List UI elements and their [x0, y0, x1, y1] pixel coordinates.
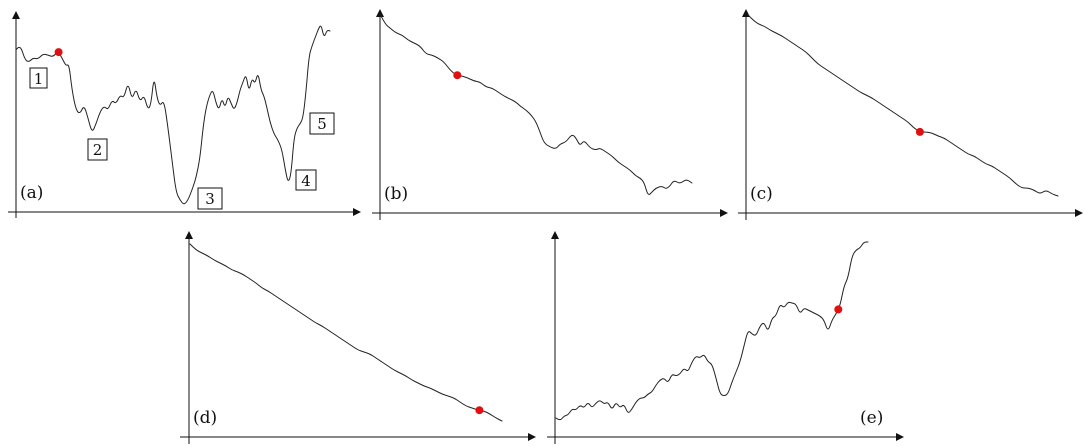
panel-a-minimum-box-3: 3 [197, 187, 223, 210]
panel-e: (e) [547, 231, 904, 444]
panel-c-position-marker [915, 127, 924, 136]
panel-b-curve [379, 13, 693, 195]
panel-a-minimum-box-5: 5 [309, 112, 335, 135]
panel-c: (c) [738, 9, 1083, 220]
minimum-box-1-label: 1 [34, 70, 44, 88]
panel-d-curve [189, 243, 503, 422]
panel-a-minimum-box-4: 4 [295, 169, 317, 191]
panel-b-label: (b) [384, 184, 408, 204]
panel-b-position-marker [453, 71, 462, 80]
panel-a-label: (a) [20, 183, 43, 203]
minimum-box-4-label: 4 [301, 172, 311, 190]
panel-c-label: (c) [750, 184, 773, 204]
panel-e-position-marker [834, 305, 843, 314]
panel-a-position-marker [54, 48, 63, 57]
panel-d: (d) [180, 231, 536, 444]
panel-a-minimum-box-2: 2 [87, 138, 108, 161]
minimum-box-1-frame [29, 67, 48, 89]
minimum-box-5-frame [309, 112, 335, 135]
minimum-box-3-frame [197, 187, 223, 210]
panel-e-curve [555, 241, 869, 421]
panel-c-curve [746, 13, 1059, 197]
minimum-box-3-label: 3 [205, 190, 215, 208]
panel-b: (b) [372, 9, 728, 220]
panel-a: (a) 1 2 3 4 5 [8, 11, 361, 218]
minimum-box-4-frame [295, 169, 317, 191]
panel-a-minimum-box-1: 1 [29, 67, 48, 89]
panel-a-curve [15, 25, 331, 205]
minimum-box-2-frame [87, 138, 108, 161]
panel-d-label: (d) [193, 408, 217, 428]
panel-d-position-marker [475, 406, 484, 415]
minimum-box-5-label: 5 [317, 115, 327, 133]
panel-e-label: (e) [860, 408, 883, 428]
minimum-box-2-label: 2 [93, 141, 103, 159]
